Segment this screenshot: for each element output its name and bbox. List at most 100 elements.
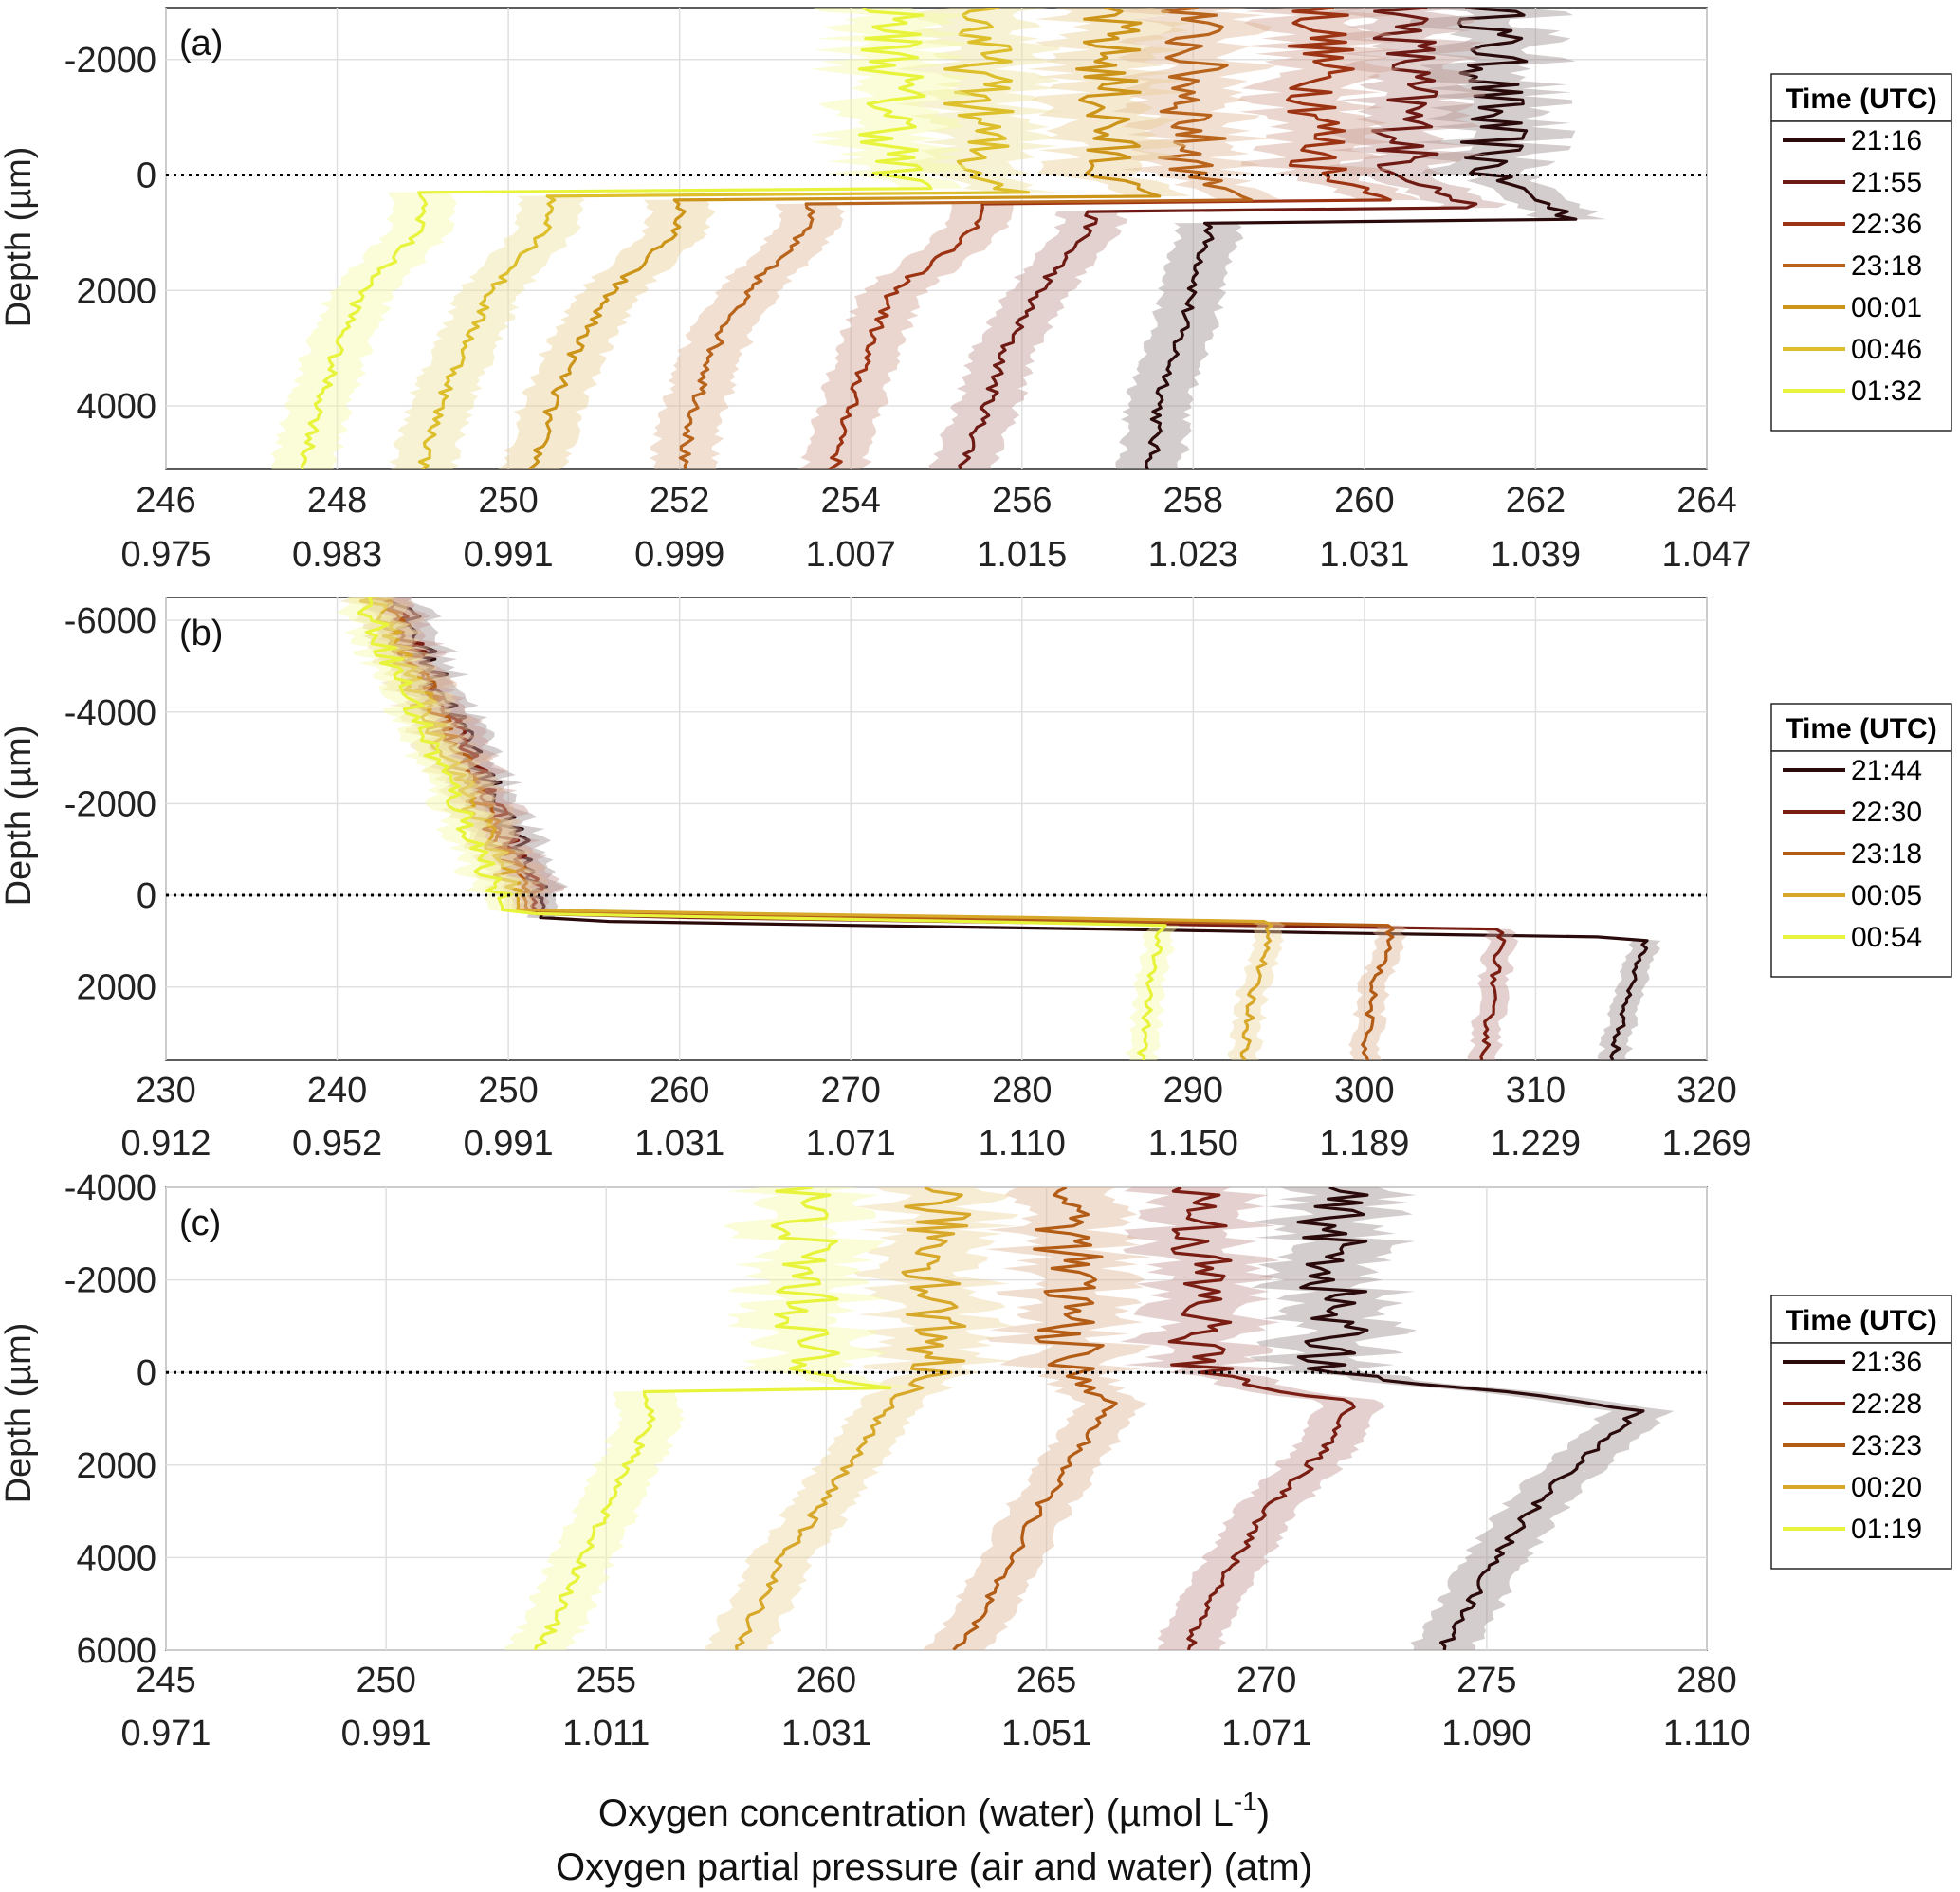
series-line-2116 (1145, 8, 1578, 469)
y-tick-label: 6000 (76, 1631, 156, 1671)
x-tick-label: 260 (1334, 481, 1394, 521)
x2-tick-label: 1.039 (1491, 535, 1581, 575)
x2-tick-label: 1.071 (806, 1124, 896, 1164)
x-axis-title-text: Oxygen concentration (water) (µmol L (598, 1792, 1234, 1834)
x-tick-label: 270 (821, 1071, 881, 1111)
y-tick-label: 2000 (76, 968, 156, 1008)
x-tick-label: 270 (1236, 1661, 1296, 1700)
series-band-2228 (1120, 1187, 1385, 1650)
legend-label: 21:16 (1851, 125, 1922, 156)
legend-label: 00:46 (1851, 334, 1922, 365)
panel-b: 230 0.912 240 0.952 250 0.991 260 1.031 270 1.071… (64, 597, 1952, 1164)
x2-tick-label: 1.150 (1148, 1124, 1238, 1164)
x2-tick-label: 1.189 (1319, 1124, 1409, 1164)
series-band-0020 (705, 1187, 1019, 1650)
y-tick-label: 0 (137, 156, 156, 196)
x2-tick-label: 0.912 (120, 1124, 211, 1164)
series-band-0046 (389, 8, 1062, 469)
y-tick-label: -2000 (64, 1261, 156, 1301)
x2-tick-label: 0.952 (292, 1124, 382, 1164)
series-line-0046 (417, 8, 1031, 469)
series-group (504, 1187, 1675, 1650)
y-tick-label: 4000 (76, 387, 156, 427)
x2-tick-label: 1.007 (806, 535, 896, 575)
legend-label: 23:18 (1851, 250, 1922, 282)
legend-label: 01:19 (1851, 1514, 1922, 1545)
legend-label: 21:44 (1851, 755, 1922, 786)
x-tick-label: 275 (1456, 1661, 1516, 1700)
x2-tick-label: 1.071 (1221, 1714, 1311, 1754)
x2-tick-label: 1.015 (977, 535, 1067, 575)
x2-tick-label: 1.110 (1663, 1714, 1750, 1754)
x-tick-label: 240 (307, 1071, 367, 1111)
x2-tick-label: 1.229 (1491, 1124, 1581, 1164)
series-band-0119 (504, 1187, 922, 1650)
series-line-0005 (358, 597, 1273, 1060)
legend-label: 22:30 (1851, 797, 1922, 828)
y-tick-label: -2000 (64, 784, 156, 824)
x-tick-label: 230 (136, 1071, 195, 1111)
legend-box (1770, 120, 1952, 432)
x2-tick-label: 1.269 (1661, 1124, 1751, 1164)
x-tick-label: 245 (136, 1661, 195, 1700)
x2-tick-label: 1.090 (1441, 1714, 1531, 1754)
legend-label: 21:55 (1851, 167, 1922, 198)
y-tick-label: -4000 (64, 1168, 156, 1208)
series-line-2136 (1296, 1187, 1645, 1650)
series-line-2144 (387, 597, 1649, 1060)
y-tick-label: 2000 (76, 271, 156, 311)
legend-title: Time (UTC) (1786, 83, 1936, 115)
series-group (337, 597, 1661, 1060)
x2-tick-label: 0.975 (120, 535, 211, 575)
y-tick-label: 0 (137, 876, 156, 916)
legend-label: 01:32 (1851, 376, 1922, 407)
series-line-0020 (735, 1187, 972, 1650)
x2-tick-label: 1.031 (781, 1714, 871, 1754)
series-line-2155 (958, 8, 1478, 469)
x2-tick-label: 1.011 (562, 1714, 650, 1754)
series-band-2236 (797, 8, 1421, 469)
x-tick-label: 260 (650, 1071, 709, 1111)
x2-tick-label: 1.110 (979, 1124, 1066, 1164)
series-line-0054 (357, 597, 1167, 1060)
panel-label: (c) (179, 1203, 221, 1243)
legend-label: 00:01 (1851, 292, 1922, 323)
x-tick-label: 255 (577, 1661, 636, 1700)
x-tick-label: 246 (136, 481, 195, 521)
legend-label: 00:54 (1851, 922, 1922, 953)
x-tick-label: 250 (356, 1661, 415, 1700)
series-band-2318 (649, 8, 1282, 469)
x-tick-label: 254 (821, 481, 881, 521)
panel-a: 246 0.975 248 0.983 250 0.991 252 0.999 254 1.007… (64, 7, 1952, 575)
x-tick-label: 258 (1163, 481, 1223, 521)
legend-title: Time (UTC) (1786, 713, 1936, 744)
y-axis-title-a: Depth (µm) (0, 147, 39, 328)
series-band-2323 (923, 1187, 1153, 1650)
series-group (270, 8, 1607, 469)
series-line-2318 (368, 597, 1395, 1060)
x2-tick-label: 0.991 (341, 1714, 431, 1754)
plot-area (165, 7, 1708, 470)
panel-c: 245 0.971 250 0.991 255 1.011 260 1.031 265 1.051… (64, 1168, 1952, 1754)
series-line-2228 (1167, 1187, 1356, 1650)
series-line-0001 (527, 8, 1162, 469)
x-axis-title-sup: -1 (1234, 1787, 1257, 1816)
y-axis-title-c: Depth (µm) (0, 1323, 39, 1504)
legend-label: 23:23 (1851, 1430, 1922, 1461)
x-tick-label: 290 (1163, 1071, 1223, 1111)
legend-box (1770, 750, 1952, 978)
legend-box (1770, 1342, 1952, 1570)
legend-label: 21:36 (1851, 1347, 1922, 1378)
legend-label: 00:05 (1851, 880, 1922, 911)
legend-label: 00:20 (1851, 1472, 1922, 1503)
x-tick-label: 256 (992, 481, 1052, 521)
y-tick-label: 4000 (76, 1538, 156, 1578)
y-tick-label: -6000 (64, 601, 156, 641)
x-axis-title-line1: Oxygen concentration (water) (µmol L-1) (598, 1787, 1270, 1834)
plot-area (165, 1186, 1708, 1651)
x-tick-label: 280 (992, 1071, 1052, 1111)
x2-tick-label: 1.051 (1001, 1714, 1091, 1754)
x-tick-label: 300 (1334, 1071, 1394, 1111)
panel-label: (b) (179, 614, 223, 653)
